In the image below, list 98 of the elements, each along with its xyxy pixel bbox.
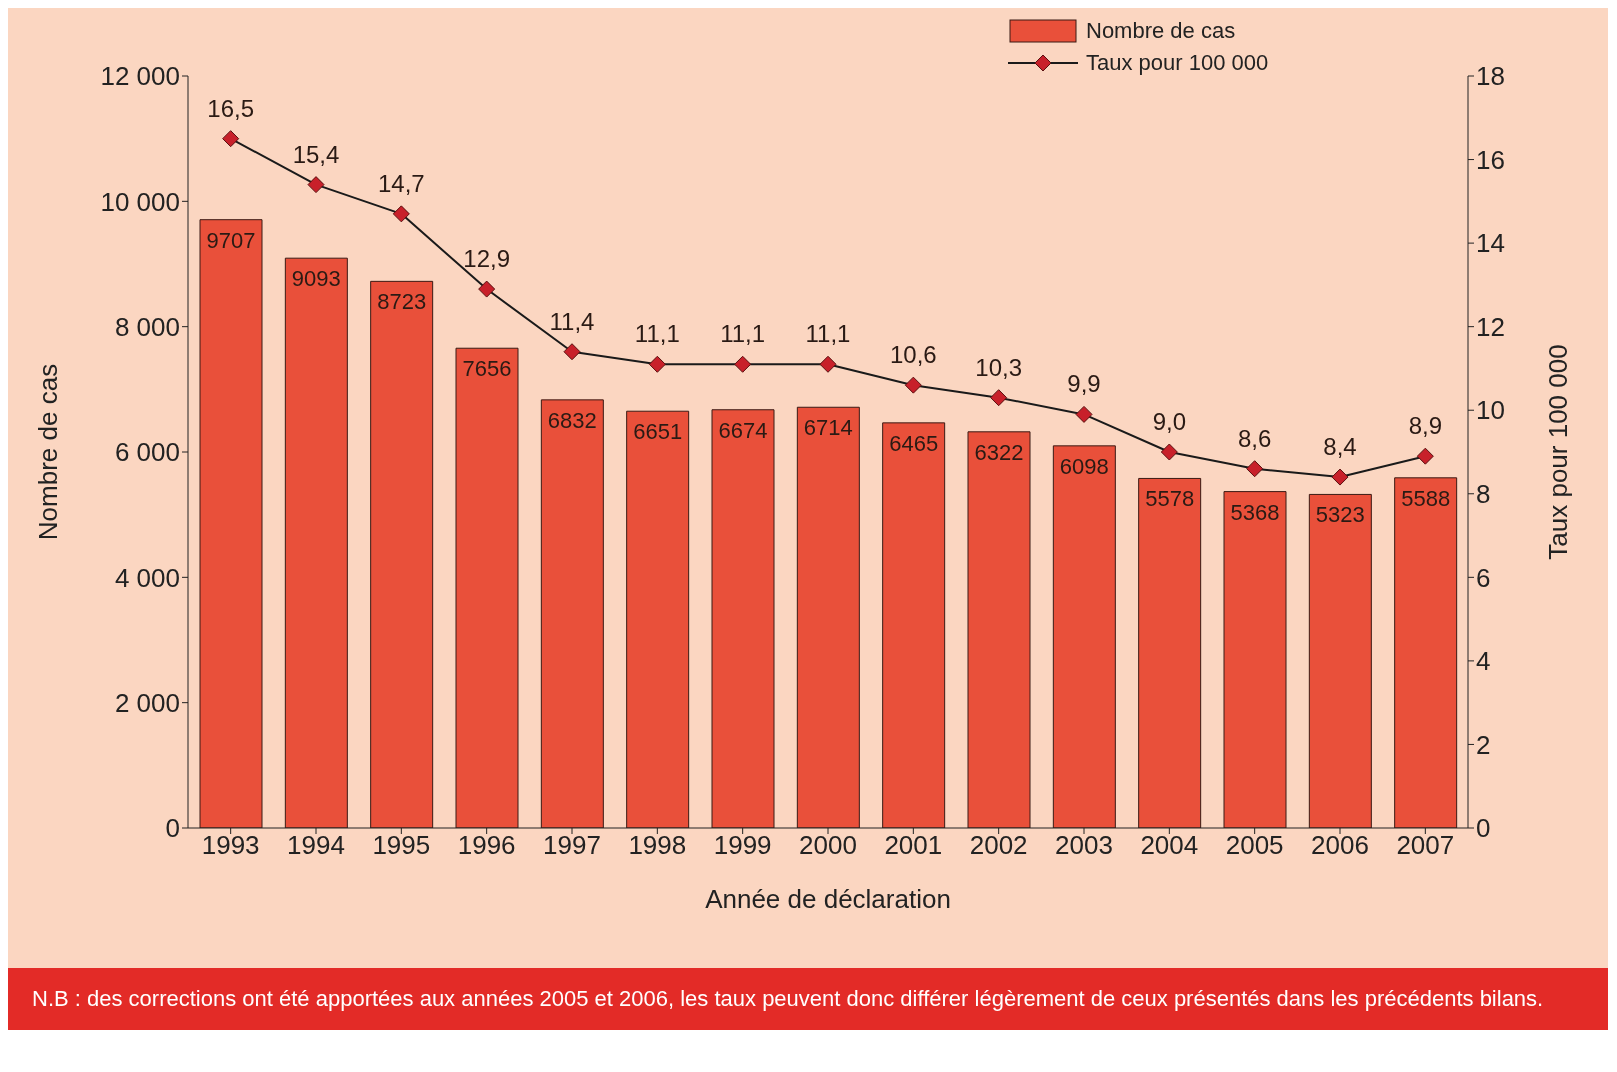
- x-tick-label: 1993: [201, 830, 260, 861]
- y-tick-label: 10 000: [100, 186, 180, 217]
- data-label: 5578: [1145, 486, 1195, 512]
- data-label: 8723: [377, 289, 427, 315]
- y2-tick-label: 4: [1476, 646, 1491, 677]
- data-label: 10,6: [889, 341, 937, 369]
- x-tick-label: 1999: [713, 830, 772, 861]
- y2-tick-label: 0: [1476, 813, 1491, 844]
- bar: [711, 409, 775, 828]
- y-tick-label: 6 000: [114, 437, 180, 468]
- data-label: 16,5: [207, 94, 255, 122]
- point: [734, 355, 752, 373]
- y2-tick-label: 18: [1476, 61, 1505, 92]
- data-label: 15,4: [292, 140, 340, 168]
- x-tick-label: 2006: [1311, 830, 1369, 861]
- data-label: 9707: [206, 227, 256, 253]
- data-label: 5323: [1315, 502, 1365, 528]
- point: [1331, 468, 1349, 486]
- y2-tick-label: 6: [1476, 562, 1491, 593]
- data-label: 7656: [462, 356, 512, 382]
- y-tick-label: 2 000: [114, 687, 180, 718]
- bar: [1394, 477, 1458, 828]
- bar: [1138, 477, 1202, 828]
- point: [1075, 405, 1093, 423]
- data-label: 6674: [718, 417, 768, 443]
- bar: [1308, 493, 1372, 828]
- y2-tick-label: 16: [1476, 144, 1505, 175]
- legend-label: Taux pour 100 000: [1086, 50, 1269, 76]
- data-label: 9093: [291, 266, 341, 292]
- y2-tick-label: 14: [1476, 228, 1505, 259]
- point: [1416, 447, 1434, 465]
- data-label: 14,7: [377, 169, 425, 197]
- data-label: 6098: [1059, 453, 1109, 479]
- data-label: 6832: [547, 407, 597, 433]
- y-tick-label: 0: [165, 813, 180, 844]
- data-label: 11,1: [720, 320, 766, 348]
- x-tick-label: 2004: [1140, 830, 1199, 861]
- data-label: 6322: [974, 439, 1024, 465]
- y-axis-title: Nombre de cas: [33, 363, 64, 541]
- bar: [967, 431, 1031, 828]
- data-label: 8,9: [1408, 412, 1443, 440]
- data-label: 11,1: [634, 320, 680, 348]
- data-label: 10,3: [975, 353, 1023, 381]
- x-tick-label: 1994: [287, 830, 345, 861]
- x-tick-label: 1998: [628, 830, 687, 861]
- x-tick-label: 2002: [969, 830, 1028, 861]
- data-label: 6465: [889, 430, 939, 456]
- bar: [284, 257, 348, 828]
- y2-axis-title: Taux pour 100 000: [1543, 344, 1574, 560]
- data-label: 5588: [1401, 485, 1451, 511]
- y2-tick-label: 12: [1476, 311, 1505, 342]
- bar: [882, 422, 946, 828]
- data-label: 8,6: [1237, 424, 1272, 452]
- point: [478, 280, 496, 298]
- data-label: 6714: [803, 415, 853, 441]
- x-tick-label: 2000: [799, 830, 857, 861]
- point: [307, 176, 325, 194]
- x-axis-title: Année de déclaration: [705, 884, 951, 914]
- x-tick-label: 2007: [1396, 830, 1455, 861]
- bar: [626, 410, 690, 828]
- point: [392, 205, 410, 223]
- x-tick-label: 1995: [372, 830, 431, 861]
- bar: [199, 219, 263, 828]
- point: [819, 355, 837, 373]
- x-tick-label: 1996: [457, 830, 516, 861]
- data-label: 11,4: [549, 307, 595, 335]
- point: [1160, 443, 1178, 461]
- data-label: 12,9: [463, 245, 511, 273]
- bar: [796, 406, 860, 828]
- point: [904, 376, 922, 394]
- data-label: 5368: [1230, 499, 1280, 525]
- point: [990, 389, 1008, 407]
- y-tick-label: 8 000: [114, 311, 180, 342]
- x-tick-label: 2005: [1225, 830, 1284, 861]
- x-tick-label: 2003: [1055, 830, 1113, 861]
- data-label: 6651: [633, 419, 683, 445]
- bar: [370, 280, 434, 828]
- bar: [540, 399, 604, 828]
- x-tick-label: 1997: [543, 830, 601, 861]
- point: [563, 343, 581, 361]
- point: [222, 130, 240, 148]
- y2-tick-label: 10: [1476, 395, 1505, 426]
- data-label: 9,0: [1152, 408, 1187, 435]
- data-label: 11,1: [805, 320, 851, 348]
- y2-tick-label: 8: [1476, 479, 1491, 510]
- y-tick-label: 4 000: [114, 562, 180, 593]
- x-tick-label: 2001: [884, 830, 943, 861]
- bar: [455, 347, 519, 828]
- legend-label: Nombre de cas: [1086, 18, 1236, 44]
- point: [1246, 460, 1264, 478]
- text: N.B : des corrections ont été apportées aux années 2005 et 2006, les taux peuvent donc différer légèrement de ceux présentés dans les précédents bilans.: [8, 968, 1608, 1030]
- data-label: 9,9: [1067, 370, 1101, 398]
- data-label: 8,4: [1323, 433, 1357, 461]
- point: [648, 355, 666, 373]
- y2-tick-label: 2: [1476, 729, 1491, 760]
- bar: [1052, 445, 1116, 828]
- y-tick-label: 12 000: [100, 61, 180, 92]
- bar: [1223, 491, 1287, 828]
